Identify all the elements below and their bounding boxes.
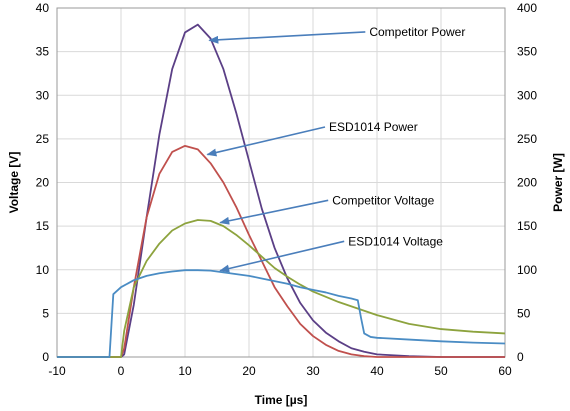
- y-left-tick-label: 30: [36, 88, 50, 102]
- x-tick-label: 0: [118, 364, 125, 378]
- esd1014-power-arrow: [206, 126, 326, 157]
- y-axis-left-title: Voltage [V]: [7, 152, 21, 214]
- tick-labels: -10 0 10 20 30 40 50 60051015202530354005010015…: [36, 1, 538, 378]
- y-left-tick-label: 10: [36, 263, 50, 277]
- y-right-tick-label: 250: [517, 132, 537, 146]
- competitor-voltage-arrow: [219, 199, 329, 225]
- y-right-tick-label: 200: [517, 176, 537, 190]
- competitor-power-annotation: Competitor Power: [369, 25, 465, 39]
- series-layer: [57, 23, 506, 358]
- y-right-tick-label: 100: [517, 263, 537, 277]
- y-left-tick-label: 0: [42, 350, 49, 364]
- x-tick-label: -10: [48, 364, 66, 378]
- esd1014-voltage-line: [57, 269, 506, 358]
- competitor-voltage-annotation: Competitor Voltage: [332, 193, 434, 207]
- y-right-tick-label: 50: [517, 306, 531, 320]
- esd1014-voltage-arrow: [219, 240, 345, 273]
- plot-frame: [56, 7, 506, 358]
- y-right-tick-label: 350: [517, 45, 537, 59]
- esd1014-power-line: [57, 144, 505, 358]
- y-left-tick-label: 35: [36, 45, 50, 59]
- x-tick-label: 30: [306, 364, 320, 378]
- y-left-tick-label: 5: [42, 306, 49, 320]
- y-right-tick-label: 400: [517, 1, 537, 15]
- x-axis-title: Time [µs]: [255, 393, 308, 407]
- x-tick-label: 50: [434, 364, 448, 378]
- y-right-tick-label: 300: [517, 88, 537, 102]
- competitor-power-line: [57, 23, 505, 358]
- competitor-power-arrow: [208, 31, 366, 44]
- y-left-tick-label: 25: [36, 132, 50, 146]
- y-right-tick-label: 0: [517, 350, 524, 364]
- competitor-voltage-line: [57, 219, 506, 358]
- x-tick-label: 40: [370, 364, 384, 378]
- y-left-tick-label: 15: [36, 219, 50, 233]
- y-left-tick-label: 20: [36, 176, 50, 190]
- esd1014-voltage-annotation: ESD1014 Voltage: [348, 234, 443, 248]
- y-left-tick-label: 40: [36, 1, 50, 15]
- x-tick-label: 60: [498, 364, 512, 378]
- x-tick-label: 10: [178, 364, 192, 378]
- esd1014-power-annotation: ESD1014 Power: [329, 120, 418, 134]
- x-tick-label: 20: [242, 364, 256, 378]
- y-right-tick-label: 150: [517, 219, 537, 233]
- y-axis-right-title: Power [W]: [551, 153, 565, 212]
- annotations: Competitor Power ESD1014 Power Competitor …: [206, 25, 465, 273]
